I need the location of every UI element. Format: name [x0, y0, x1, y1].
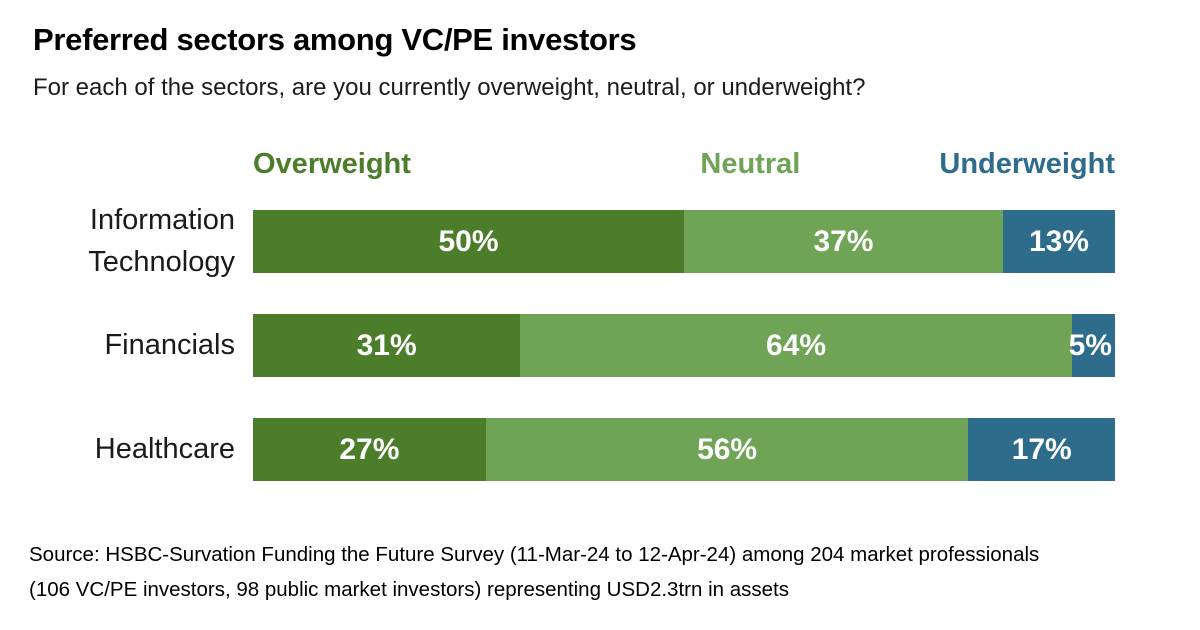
- source-line-2: (106 VC/PE investors, 98 public market i…: [29, 578, 789, 602]
- bar-segment-overweight: 31%: [253, 314, 521, 377]
- category-label: Financials: [104, 328, 235, 361]
- bar-segment-neutral: 37%: [684, 210, 1003, 273]
- bar-track: 27% 56% 17%: [253, 418, 1115, 481]
- bar-rows: Information Technology 50% 37% 13% Financial…: [0, 204, 1115, 481]
- bar-value-label: 31%: [356, 328, 417, 362]
- bar-value-label: 50%: [438, 224, 499, 258]
- category-label: Healthcare: [94, 432, 235, 465]
- bar-value-label: 64%: [766, 328, 827, 362]
- bar-row: Information Technology 50% 37% 13%: [0, 204, 1115, 278]
- category-label: Information Technology: [88, 204, 235, 278]
- chart-legend: Overweight Neutral Underweight: [253, 148, 1115, 184]
- bar-segment-underweight: 5%: [1068, 314, 1115, 377]
- legend-item-overweight: Overweight: [253, 148, 411, 180]
- bar-value-label: 37%: [813, 224, 874, 258]
- bar-row: Healthcare 27% 56% 17%: [0, 418, 1115, 481]
- bar-value-label: 13%: [1028, 224, 1089, 258]
- bar-segment-neutral: 56%: [485, 418, 969, 481]
- page-title: Preferred sectors among VC/PE investors: [33, 22, 637, 57]
- source-line-1: Source: HSBC-Survation Funding the Futur…: [29, 543, 1040, 566]
- stacked-bar-chart: Overweight Neutral Underweight Informati…: [0, 148, 1200, 481]
- legend-item-neutral: Neutral: [700, 148, 801, 180]
- chart-subtitle: For each of the sectors, are you current…: [33, 74, 866, 101]
- legend-item-underweight: Underweight: [939, 148, 1115, 180]
- bar-segment-overweight: 27%: [253, 418, 486, 481]
- bar-segment-underweight: 13%: [1002, 210, 1115, 273]
- bar-value-label: 5%: [1068, 328, 1112, 362]
- bar-value-label: 27%: [339, 432, 400, 466]
- bar-segment-overweight: 50%: [253, 210, 684, 273]
- bar-value-label: 17%: [1011, 432, 1072, 466]
- bar-segment-neutral: 64%: [520, 314, 1072, 377]
- chart-header: Preferred sectors among VC/PE investors …: [0, 0, 1200, 102]
- bar-track: 31% 64% 5%: [253, 314, 1115, 377]
- bar-segment-underweight: 17%: [968, 418, 1115, 481]
- bar-row: Financials 31% 64% 5%: [0, 314, 1115, 377]
- bar-track: 50% 37% 13%: [253, 210, 1115, 273]
- bar-value-label: 56%: [697, 432, 758, 466]
- source-note: Source: HSBC-Survation Funding the Futur…: [29, 537, 1167, 608]
